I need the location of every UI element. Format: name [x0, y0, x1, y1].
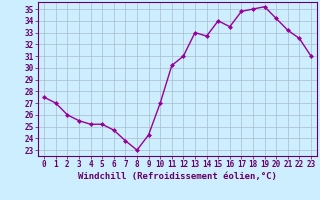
X-axis label: Windchill (Refroidissement éolien,°C): Windchill (Refroidissement éolien,°C) [78, 172, 277, 181]
